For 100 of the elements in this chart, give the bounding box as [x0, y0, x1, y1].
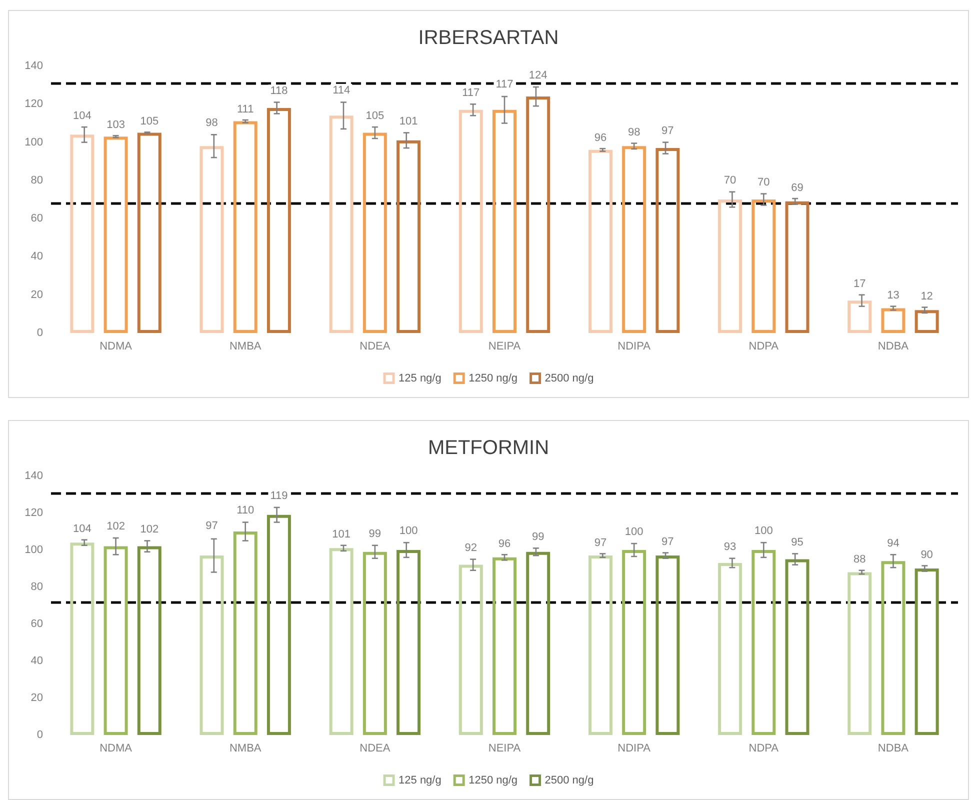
bar [622, 146, 646, 333]
bar [329, 548, 354, 735]
data-label: 92 [464, 542, 478, 554]
data-label: 99 [532, 531, 544, 544]
data-label: 124 [528, 70, 548, 82]
data-label: 119 [270, 490, 288, 502]
bar [526, 96, 550, 333]
bar [656, 148, 680, 333]
data-label: 88 [853, 554, 866, 566]
y-tick-label: 80 [30, 174, 43, 186]
data-label: 104 [73, 110, 92, 122]
data-label: 93 [724, 541, 736, 554]
bar [785, 559, 810, 735]
bar [526, 552, 550, 735]
x-tick-label: NDEA [360, 742, 391, 754]
data-label: 97 [662, 536, 674, 548]
data-label: 97 [594, 536, 607, 549]
data-label: 110 [236, 504, 254, 516]
y-tick-label: 0 [36, 729, 43, 741]
data-label: 104 [73, 522, 92, 535]
x-tick-label: NMBA [229, 742, 262, 754]
data-label: 90 [920, 548, 933, 561]
bar [914, 568, 939, 735]
bar [200, 146, 224, 333]
data-label: 17 [853, 278, 866, 290]
y-tick-label: 40 [30, 655, 43, 667]
x-tick-label: NDIPA [618, 742, 652, 754]
data-label: 100 [754, 525, 773, 538]
data-label: 118 [270, 85, 288, 98]
x-tick-label: NDPA [748, 742, 780, 754]
data-label: 105 [366, 110, 384, 122]
bar [881, 308, 906, 333]
data-label: 70 [724, 174, 736, 187]
bar [752, 200, 776, 333]
data-label: 99 [368, 528, 382, 540]
x-tick-label: NDEA [360, 340, 391, 352]
x-tick-label: NDMA [100, 340, 133, 352]
bar [848, 300, 872, 333]
bar [656, 556, 680, 735]
data-label: 96 [594, 132, 607, 144]
bar [752, 550, 776, 735]
bar [458, 564, 483, 735]
bar [362, 132, 387, 333]
bar [266, 514, 291, 735]
data-label: 96 [498, 538, 511, 550]
bar [233, 121, 258, 333]
data-label: 100 [399, 525, 418, 538]
data-label: 114 [332, 84, 350, 96]
legend-label: 2500 ng/g [544, 372, 594, 384]
bar [396, 140, 421, 333]
y-tick-label: 40 [30, 250, 43, 263]
bar [137, 546, 162, 735]
bar [622, 550, 646, 735]
bar [329, 116, 354, 333]
x-tick-label: NEIPA [488, 742, 522, 754]
y-tick-label: 20 [30, 692, 43, 704]
data-label: 98 [628, 126, 640, 138]
y-tick-label: 60 [30, 212, 43, 225]
bar [200, 556, 224, 735]
x-tick-label: NEIPA [488, 340, 522, 352]
data-label: 97 [206, 520, 218, 532]
legend-label: 1250 ng/g [468, 372, 518, 384]
data-label: 101 [399, 115, 418, 128]
x-tick-label: NDIPA [618, 340, 652, 352]
data-label: 13 [887, 290, 900, 302]
data-label: 97 [662, 125, 674, 138]
data-label: 117 [496, 78, 514, 91]
y-tick-label: 120 [24, 507, 43, 519]
data-label: 111 [236, 103, 254, 116]
data-label: 102 [106, 520, 125, 532]
y-tick-label: 60 [30, 618, 43, 630]
y-tick-label: 0 [36, 327, 43, 339]
x-tick-label: NDPA [748, 340, 780, 352]
x-tick-label: NDBA [878, 340, 910, 352]
bar [785, 201, 810, 333]
data-label: 100 [624, 526, 644, 538]
data-label: 105 [140, 116, 159, 128]
y-tick-label: 140 [24, 60, 43, 72]
data-label: 103 [106, 119, 125, 132]
chart-title: METFORMIN [428, 437, 550, 459]
y-tick-label: 140 [24, 470, 43, 482]
y-tick-label: 100 [24, 544, 43, 556]
bar [266, 108, 291, 333]
data-label: 117 [462, 87, 480, 100]
data-label: 98 [206, 117, 218, 129]
bar [914, 310, 939, 333]
bar [458, 110, 483, 333]
legend-label: 1250 ng/g [468, 774, 518, 786]
bar [492, 557, 516, 735]
bar [881, 561, 906, 735]
data-label: 95 [791, 536, 804, 548]
bar [104, 136, 128, 333]
data-label: 70 [758, 176, 770, 189]
y-tick-label: 80 [30, 581, 43, 593]
y-tick-label: 20 [30, 288, 43, 301]
bar [848, 572, 872, 735]
data-label: 94 [887, 537, 900, 550]
y-tick-label: 120 [24, 98, 43, 110]
x-tick-label: NDBA [878, 742, 910, 754]
bar [70, 542, 94, 735]
